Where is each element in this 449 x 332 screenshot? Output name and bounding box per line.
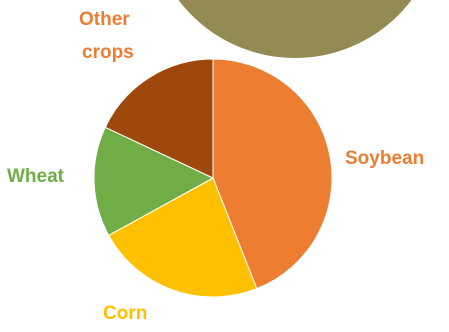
background-circle: [178, 0, 412, 58]
pie-slices: [93, 58, 333, 298]
pie-slice-soybean: [212, 58, 333, 290]
label-soybean: Soybean: [345, 148, 424, 169]
pie-slice-wheat: [93, 126, 215, 237]
pie-slice-corn: [108, 177, 258, 298]
pie-slice-other-crops: [104, 58, 214, 179]
label-other-crops-line1: Other: [79, 9, 130, 30]
label-other-crops-line2: crops: [82, 42, 134, 63]
label-corn: Corn: [103, 303, 147, 324]
label-wheat: Wheat: [7, 166, 65, 187]
